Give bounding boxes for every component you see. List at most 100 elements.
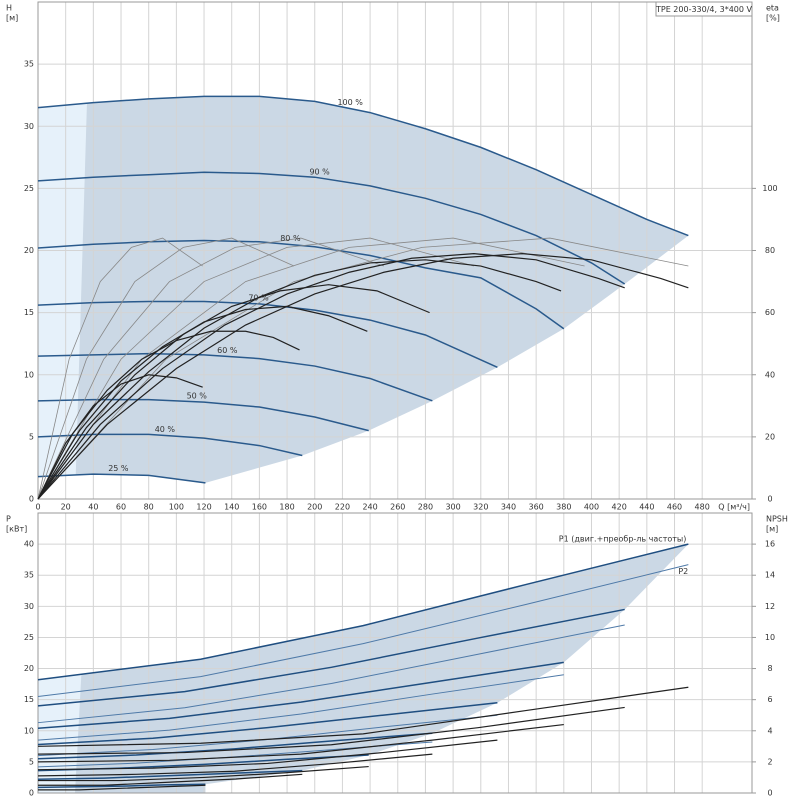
curve [37, 702, 498, 746]
chart-title: TPE 200-330/4, 3*400 V [655, 5, 753, 14]
curve [37, 769, 303, 781]
y2-tick-label: 0 [767, 789, 772, 798]
curve [37, 237, 385, 500]
x-tick-label: 240 [362, 503, 377, 512]
y2-axis-title: NPSH [766, 515, 788, 524]
x-tick-label: 0 [35, 503, 40, 512]
curve [37, 543, 689, 681]
y2-axis-unit: [м] [766, 525, 778, 534]
x-tick-label: 340 [501, 503, 516, 512]
curve [37, 171, 626, 285]
y2-tick-label: 14 [765, 571, 775, 580]
x-tick-label: 320 [473, 503, 488, 512]
y-tick-label: 15 [24, 308, 34, 317]
y-tick-label: 30 [24, 122, 34, 131]
x-tick-label: 360 [528, 503, 543, 512]
curve [37, 723, 564, 763]
y-axis-title: P [6, 515, 11, 524]
x-tick-label: 380 [556, 503, 571, 512]
curve [37, 284, 430, 500]
curve-label: P2 [678, 567, 688, 576]
y2-tick-label: 80 [765, 246, 775, 255]
y2-tick-label: 20 [765, 432, 775, 441]
y2-tick-label: 16 [765, 540, 775, 549]
y-tick-label: 35 [24, 571, 34, 580]
curve-label: 100 % [337, 98, 363, 107]
y2-axis-title: eta [766, 4, 779, 13]
x-tick-label: 100 [169, 503, 184, 512]
y2-tick-label: 10 [765, 633, 775, 642]
y-axis-unit: [м] [6, 14, 18, 23]
x-tick-label: 20 [61, 503, 71, 512]
curve [37, 433, 303, 457]
y2-tick-label: 4 [767, 726, 772, 735]
curve [37, 564, 689, 698]
curve [37, 398, 369, 432]
curve [37, 237, 474, 500]
y-tick-label: 25 [24, 633, 34, 642]
x-tick-label: 460 [667, 503, 682, 512]
curve [37, 686, 689, 747]
x-tick-label: 140 [224, 503, 239, 512]
curve [38, 773, 303, 786]
curve [37, 783, 206, 789]
curve-label: 25 % [108, 464, 129, 473]
y-tick-label: 30 [24, 602, 34, 611]
y-tick-label: 0 [29, 495, 34, 504]
curve [37, 739, 498, 771]
x-tick-label: 300 [445, 503, 460, 512]
curve-label: 50 % [187, 391, 208, 400]
x-tick-label: 120 [196, 503, 211, 512]
y-tick-label: 5 [29, 757, 34, 766]
curve [37, 674, 564, 741]
curve-label: 90 % [309, 167, 330, 176]
curve [37, 608, 625, 707]
curve [37, 661, 564, 730]
curve-label: 80 % [280, 234, 301, 243]
x-tick-label: 60 [116, 503, 126, 512]
grid-layer [37, 1, 756, 794]
y-axis-unit: [кВт] [6, 525, 27, 534]
y2-tick-label: 40 [765, 370, 775, 379]
curve [37, 706, 625, 755]
curve [37, 237, 689, 500]
labels-layer: 0 20 40 60 80 100 120 140 160 180 200 220 240 260 280 3… [6, 4, 788, 798]
curve [37, 624, 625, 724]
curve [37, 473, 206, 484]
curve [37, 237, 203, 500]
y2-tick-label: 8 [767, 664, 772, 673]
y-tick-label: 20 [24, 664, 34, 673]
x-tick-label: 200 [307, 503, 322, 512]
y2-tick-label: 0 [767, 495, 772, 504]
x-tick-label: 400 [584, 503, 599, 512]
y-tick-label: 15 [24, 695, 34, 704]
plot-frame [37, 512, 753, 794]
y2-tick-label: 6 [767, 695, 772, 704]
curve [37, 352, 433, 402]
curve [37, 239, 565, 330]
y-tick-label: 35 [24, 60, 34, 69]
x-axis-title: Q [м³/ч] [718, 503, 750, 512]
curve [37, 374, 203, 500]
y-tick-label: 25 [24, 184, 34, 193]
curve-label: P1 (двиг.+преобр-ль частоты) [559, 535, 687, 544]
y2-tick-label: 2 [767, 757, 772, 766]
y-tick-label: 10 [24, 726, 34, 735]
curve [37, 753, 433, 777]
y2-tick-label: 100 [762, 184, 777, 193]
curve [37, 305, 368, 500]
curves-layer [37, 95, 689, 791]
x-tick-label: 280 [418, 503, 433, 512]
y-tick-label: 20 [24, 246, 34, 255]
curve [37, 95, 689, 237]
y2-tick-label: 60 [765, 308, 775, 317]
curve [37, 732, 433, 760]
y-tick-label: 40 [24, 540, 34, 549]
curve [37, 300, 498, 368]
curve [37, 253, 625, 500]
x-tick-label: 440 [639, 503, 654, 512]
curve [37, 330, 300, 500]
x-tick-label: 160 [252, 503, 267, 512]
title-box [655, 1, 753, 17]
